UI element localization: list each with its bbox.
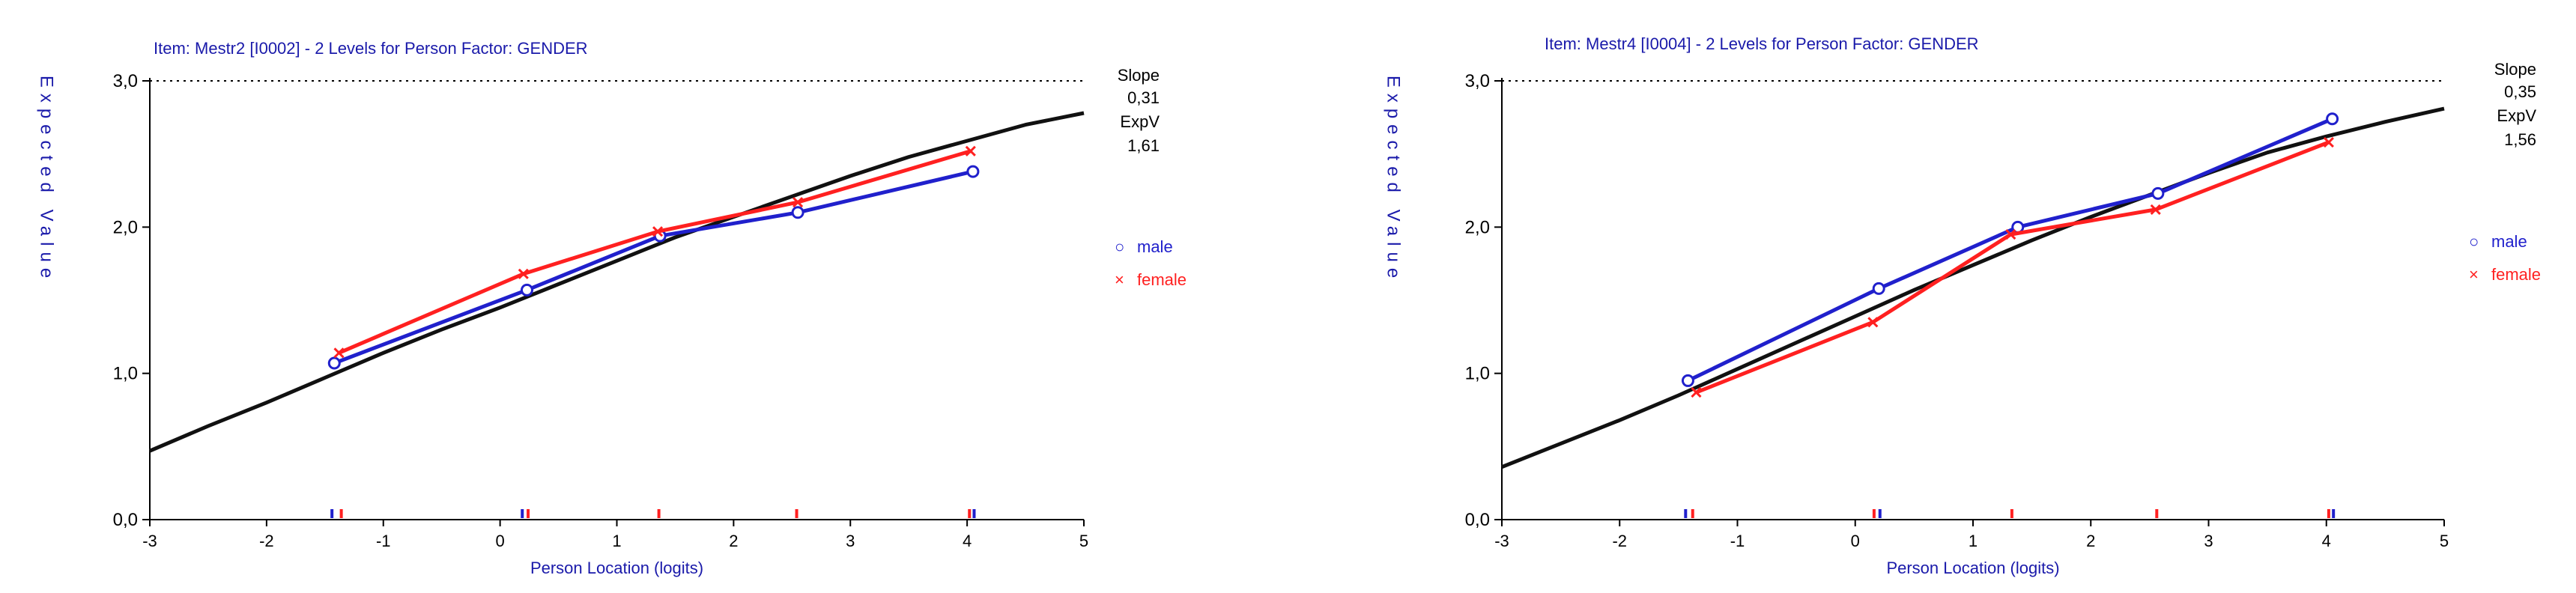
legend-marker-male: ○ [2469,232,2479,251]
y-axis-label: Expected Value [37,76,57,284]
legend-label-male: male [2491,232,2527,251]
x-tick-label: 3 [846,532,855,550]
series-line-female [338,149,972,355]
icc-curve [1501,106,2445,469]
stat-label: Slope [1118,66,1160,85]
data-point-female [1867,317,1879,328]
legend-label-female: female [1137,270,1187,289]
y-tick-label: 0,0 [1465,510,1490,530]
y-axis-label: Expected Value [1384,76,1404,284]
data-point-male [520,283,533,296]
legend-label-male: male [1137,237,1173,256]
chart-title: Item: Mestr4 [I0004] - 2 Levels for Pers… [1545,34,1979,53]
x-tick-label: 1 [1969,532,1978,550]
data-point-female [2005,229,2016,240]
series-line-female [1695,140,2330,395]
x-tick-label: 3 [2204,532,2213,550]
y-tick-label: 1,0 [1465,364,1490,384]
icc-curve [149,111,1085,453]
data-point-male [2326,112,2339,126]
y-tick-label: 1,0 [113,364,138,384]
chart-title: Item: Mestr2 [I0002] - 2 Levels for Pers… [154,39,588,58]
stat-label: ExpV [1120,112,1160,131]
legend-marker-male: ○ [1115,237,1124,256]
x-tick-label: -2 [1612,532,1627,550]
x-tick-label: 2 [2086,532,2095,550]
data-point-female [2323,136,2334,148]
y-tick-label: 3,0 [1465,71,1490,91]
stat-value: 0,31 [1127,88,1160,107]
x-tick-label: -3 [1494,532,1509,550]
x-tick-label: 1 [612,532,621,550]
stat-label: ExpV [2497,106,2536,125]
x-tick-label: 4 [2322,532,2331,550]
x-tick-label: 5 [1079,532,1088,550]
x-axis-label: Person Location (logits) [530,559,703,577]
stat-value: 1,61 [1127,136,1160,155]
y-tick-label: 2,0 [113,217,138,237]
stat-value: 0,35 [2504,82,2536,101]
data-point-female [518,268,529,279]
x-tick-label: 4 [963,532,972,550]
y-tick-label: 2,0 [1465,217,1490,237]
data-point-female [793,197,804,208]
data-point-male [2151,186,2165,200]
stat-value: 1,56 [2504,130,2536,149]
data-point-male [1872,282,1885,295]
data-point-male [1681,374,1694,387]
data-point-male [791,206,804,219]
x-tick-label: -3 [142,532,157,550]
data-point-female [2150,204,2161,215]
x-tick-label: 0 [496,532,505,550]
x-tick-label: -1 [376,532,391,550]
data-point-female [333,347,345,359]
x-tick-label: 2 [729,532,738,550]
data-point-female [652,226,664,237]
data-point-male [327,356,341,370]
data-point-female [965,145,976,156]
x-tick-label: -2 [259,532,274,550]
x-tick-label: 0 [1851,532,1860,550]
data-point-female [1691,386,1702,398]
x-axis-label: Person Location (logits) [1886,559,2059,577]
y-tick-label: 3,0 [113,71,138,91]
icc-chart-mestr4: Item: Mestr4 [I0004] - 2 Levels for Pers… [1384,34,2542,577]
data-point-male [966,165,980,178]
x-tick-label: 5 [2440,532,2449,550]
legend-marker-female: × [1115,270,1124,289]
icc-chart-mestr2: Item: Mestr2 [I0002] - 2 Levels for Pers… [37,39,1187,577]
legend-label-female: female [2491,265,2541,284]
y-tick-label: 0,0 [113,510,138,530]
stat-label: Slope [2494,60,2536,79]
legend-marker-female: × [2469,265,2479,284]
x-tick-label: -1 [1730,532,1745,550]
